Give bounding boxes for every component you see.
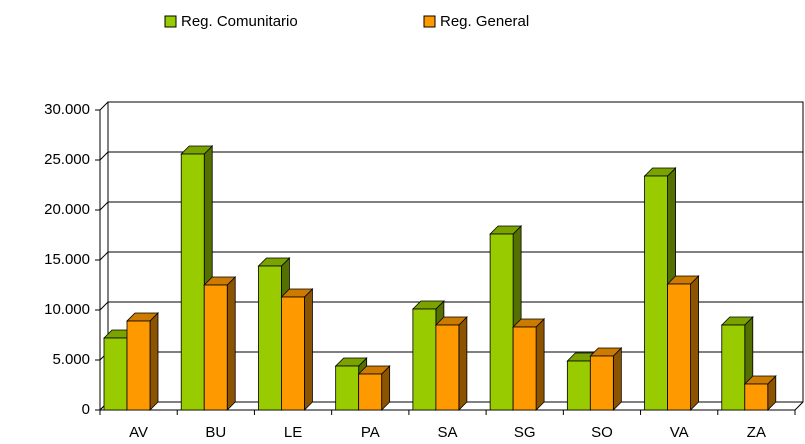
x-tick-label: ZA bbox=[747, 424, 766, 441]
grid-line bbox=[99, 251, 803, 261]
bar bbox=[126, 320, 151, 411]
y-tick-label: 30.000 bbox=[44, 101, 90, 118]
bar bbox=[412, 308, 437, 411]
x-tick-label: SG bbox=[514, 424, 536, 441]
grid-line bbox=[99, 201, 803, 211]
bar bbox=[180, 153, 205, 411]
legend-swatch bbox=[164, 15, 177, 28]
y-tick-label: 15.000 bbox=[44, 251, 90, 268]
bar bbox=[435, 324, 460, 411]
bar bbox=[281, 296, 305, 411]
y-tick-label: 20.000 bbox=[44, 201, 90, 218]
y-tick-label: 5.000 bbox=[52, 351, 90, 368]
bar bbox=[335, 365, 360, 411]
bar-side bbox=[690, 275, 699, 411]
grid-line bbox=[99, 151, 803, 161]
bar-side bbox=[612, 347, 622, 411]
bar-side bbox=[304, 288, 313, 411]
x-tick-label: PA bbox=[361, 424, 380, 441]
bar bbox=[103, 337, 128, 411]
x-tick-label: SA bbox=[437, 424, 457, 441]
bar bbox=[512, 326, 537, 411]
bar bbox=[358, 373, 383, 411]
bar bbox=[667, 283, 691, 411]
x-tick-label: AV bbox=[129, 424, 148, 441]
y-tick-label: 10.000 bbox=[44, 301, 90, 318]
bar bbox=[721, 324, 746, 411]
bar bbox=[203, 284, 228, 411]
x-tick-label: BU bbox=[205, 424, 226, 441]
bar-side bbox=[226, 276, 236, 411]
bar bbox=[744, 383, 769, 411]
bar bbox=[258, 265, 282, 411]
x-tick-label: SO bbox=[591, 424, 613, 441]
legend-label: Reg. Comunitario bbox=[181, 13, 298, 30]
legend-swatch bbox=[423, 15, 436, 28]
x-tick-label: VA bbox=[670, 424, 689, 441]
legend-label: Reg. General bbox=[440, 13, 529, 30]
bar bbox=[566, 360, 591, 411]
bar-side bbox=[149, 312, 159, 411]
bar bbox=[644, 175, 668, 411]
y-tick-label: 25.000 bbox=[44, 151, 90, 168]
bar bbox=[589, 355, 614, 411]
grid-line bbox=[99, 101, 803, 111]
grid-line bbox=[99, 301, 803, 311]
y-tick-label: 0 bbox=[82, 401, 90, 418]
bar-side bbox=[458, 316, 468, 411]
x-tick-label: LE bbox=[284, 424, 302, 441]
bar-side bbox=[535, 318, 545, 411]
bar bbox=[489, 233, 514, 411]
